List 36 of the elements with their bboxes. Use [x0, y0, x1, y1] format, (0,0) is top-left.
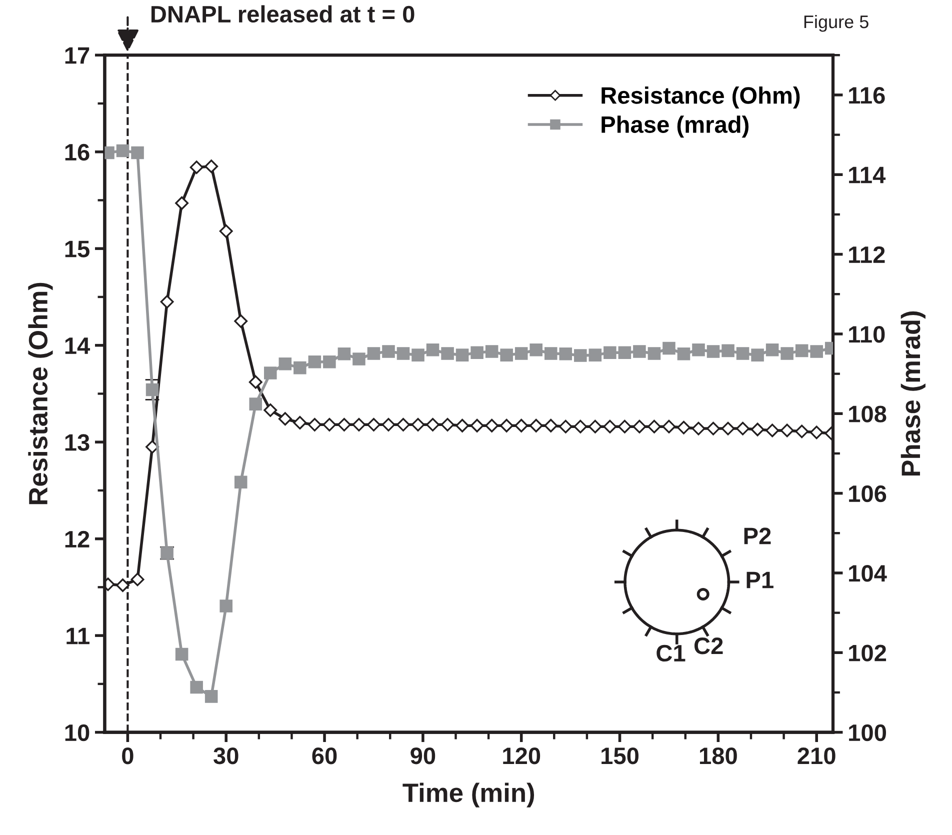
x-tick-label: 30	[214, 748, 238, 764]
y2-tick-label: 112	[849, 246, 885, 263]
y-tick-label: 12	[65, 530, 90, 548]
y-tick-label: 11	[66, 628, 90, 644]
x-tick-label: 90	[410, 748, 436, 764]
y2-tick-label: 102	[849, 644, 886, 662]
y2-tick-label: 104	[849, 565, 887, 582]
ref-line-label: DNAPL released at t = 0	[151, 5, 414, 23]
y2-tick-label: 114	[849, 166, 886, 184]
y2-tick-label: 110	[849, 326, 885, 343]
x-tick-label: 0	[122, 748, 134, 764]
y-tick-label: 16	[65, 144, 90, 161]
annotation: P1	[746, 572, 774, 588]
y-tick-label: 17	[65, 47, 90, 64]
x-tick-label: 60	[312, 748, 337, 764]
y-tick-label: 15	[65, 240, 90, 258]
annotation: P2	[744, 528, 771, 544]
y2-tick-label: 106	[849, 485, 886, 502]
x-tick-label: 180	[700, 748, 737, 764]
annotation: C1	[656, 644, 686, 662]
y2-tick-label: 100	[849, 724, 886, 742]
annotation: C2	[694, 638, 723, 654]
y-tick-label: 10	[65, 724, 90, 742]
y-axis-title: Resistance (Ohm)	[28, 282, 53, 504]
y2-tick-label: 108	[849, 406, 886, 422]
x-tick-label: 120	[503, 748, 540, 764]
caption: Figure 5	[804, 14, 868, 32]
x-axis-title: Time (min)	[402, 782, 534, 808]
y-tick-label: 14	[65, 338, 90, 354]
y-tick-label: 13	[65, 434, 90, 451]
legend-label: Phase (mrad)	[602, 116, 748, 138]
y2-tick-label: 116	[849, 87, 885, 104]
x-tick-label: 210	[798, 748, 836, 764]
y2-axis-title: Phase (mrad)	[900, 311, 926, 476]
legend-label: Resistance (Ohm)	[602, 86, 800, 109]
x-tick-label: 150	[602, 748, 638, 764]
